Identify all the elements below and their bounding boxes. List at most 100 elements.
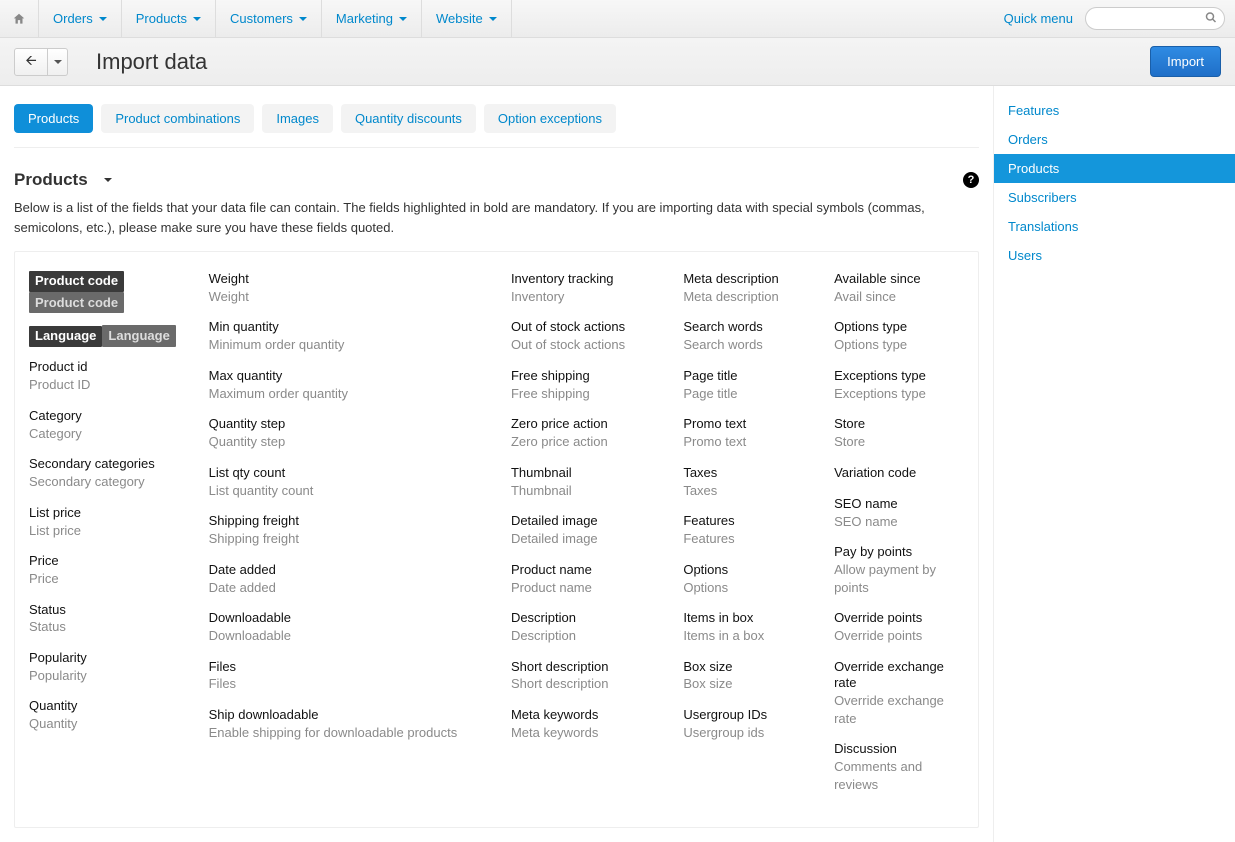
field-subtitle: Price xyxy=(29,570,181,588)
field-item[interactable]: Meta keywordsMeta keywords xyxy=(511,707,655,741)
field-title: Page title xyxy=(683,368,806,385)
field-item[interactable]: Product idProduct ID xyxy=(29,359,181,393)
field-item[interactable]: DescriptionDescription xyxy=(511,610,655,644)
field-title: Exceptions type xyxy=(834,368,964,385)
field-item[interactable]: Box sizeBox size xyxy=(683,659,806,693)
field-item[interactable]: Promo textPromo text xyxy=(683,416,806,450)
field-item[interactable]: Zero price actionZero price action xyxy=(511,416,655,450)
field-title: Meta keywords xyxy=(511,707,655,724)
field-item[interactable]: Quantity stepQuantity step xyxy=(209,416,483,450)
field-item[interactable]: Items in boxItems in a box xyxy=(683,610,806,644)
field-title: Secondary categories xyxy=(29,456,181,473)
field-item[interactable]: Max quantityMaximum order quantity xyxy=(209,368,483,402)
field-item[interactable]: StatusStatus xyxy=(29,602,181,636)
field-item[interactable]: StoreStore xyxy=(834,416,964,450)
field-item[interactable]: FeaturesFeatures xyxy=(683,513,806,547)
section-heading: Products xyxy=(14,170,88,190)
field-item[interactable]: Override exchange rateOverride exchange … xyxy=(834,659,964,728)
field-title: Box size xyxy=(683,659,806,676)
field-item[interactable]: Search wordsSearch words xyxy=(683,319,806,353)
field-item[interactable]: SEO nameSEO name xyxy=(834,496,964,530)
field-item[interactable]: Short descriptionShort description xyxy=(511,659,655,693)
field-item[interactable]: Product codeProduct code xyxy=(29,271,181,313)
field-title: Status xyxy=(29,602,181,619)
fields-col-0: Product codeProduct code LanguageLanguage… xyxy=(15,262,195,807)
field-item[interactable]: Pay by pointsAllow payment by points xyxy=(834,544,964,596)
sidebar-item-subscribers[interactable]: Subscribers xyxy=(994,183,1235,212)
field-item[interactable]: Secondary categoriesSecondary category xyxy=(29,456,181,490)
field-item[interactable]: CategoryCategory xyxy=(29,408,181,442)
topnav-orders[interactable]: Orders xyxy=(39,0,122,37)
field-item[interactable]: Date addedDate added xyxy=(209,562,483,596)
subtab-products[interactable]: Products xyxy=(14,104,93,133)
quick-menu-link[interactable]: Quick menu xyxy=(992,0,1085,37)
field-item[interactable]: OptionsOptions xyxy=(683,562,806,596)
field-item[interactable]: FilesFiles xyxy=(209,659,483,693)
field-item[interactable]: Options typeOptions type xyxy=(834,319,964,353)
subtab-product-combinations[interactable]: Product combinations xyxy=(101,104,254,133)
field-title: Ship downloadable xyxy=(209,707,483,724)
field-item[interactable]: Usergroup IDsUsergroup ids xyxy=(683,707,806,741)
field-item[interactable]: LanguageLanguage xyxy=(29,325,181,347)
import-button[interactable]: Import xyxy=(1150,46,1221,77)
field-title: Pay by points xyxy=(834,544,964,561)
chevron-down-icon[interactable] xyxy=(104,178,112,182)
search-input[interactable] xyxy=(1085,7,1225,30)
field-item[interactable]: WeightWeight xyxy=(209,271,483,305)
field-item[interactable]: Override pointsOverride points xyxy=(834,610,964,644)
field-title: Category xyxy=(29,408,181,425)
home-icon[interactable] xyxy=(0,0,39,37)
field-item[interactable]: Available sinceAvail since xyxy=(834,271,964,305)
field-item[interactable]: List qty countList quantity count xyxy=(209,465,483,499)
field-subtitle: Page title xyxy=(683,385,806,403)
field-item[interactable]: Variation code xyxy=(834,465,964,482)
back-button-dropdown[interactable] xyxy=(48,48,68,76)
back-button[interactable]: 🡨 xyxy=(14,48,48,76)
sidebar-item-translations[interactable]: Translations xyxy=(994,212,1235,241)
field-subtitle: Description xyxy=(511,627,655,645)
field-title: SEO name xyxy=(834,496,964,513)
field-subtitle: Taxes xyxy=(683,482,806,500)
topnav-products[interactable]: Products xyxy=(122,0,216,37)
field-item[interactable]: QuantityQuantity xyxy=(29,698,181,732)
sidebar-item-users[interactable]: Users xyxy=(994,241,1235,270)
field-title: Downloadable xyxy=(209,610,483,627)
field-title: Store xyxy=(834,416,964,433)
field-subtitle: Product name xyxy=(511,579,655,597)
subtab-quantity-discounts[interactable]: Quantity discounts xyxy=(341,104,476,133)
field-subtitle: Date added xyxy=(209,579,483,597)
main-column: Products Product combinations Images Qua… xyxy=(0,86,993,842)
field-subtitle: Meta keywords xyxy=(511,724,655,742)
field-item[interactable]: Page titlePage title xyxy=(683,368,806,402)
field-item[interactable]: Detailed imageDetailed image xyxy=(511,513,655,547)
help-icon[interactable]: ? xyxy=(963,172,979,188)
field-item[interactable]: DownloadableDownloadable xyxy=(209,610,483,644)
field-item[interactable]: Product nameProduct name xyxy=(511,562,655,596)
field-item[interactable]: Out of stock actionsOut of stock actions xyxy=(511,319,655,353)
field-item[interactable]: Shipping freightShipping freight xyxy=(209,513,483,547)
field-item[interactable]: Meta descriptionMeta description xyxy=(683,271,806,305)
field-item[interactable]: Free shippingFree shipping xyxy=(511,368,655,402)
topnav-customers[interactable]: Customers xyxy=(216,0,322,37)
chevron-down-icon xyxy=(399,17,407,21)
chevron-down-icon xyxy=(489,17,497,21)
subtab-images[interactable]: Images xyxy=(262,104,333,133)
sidebar-item-features[interactable]: Features xyxy=(994,96,1235,125)
field-item[interactable]: PricePrice xyxy=(29,553,181,587)
field-title: Description xyxy=(511,610,655,627)
field-item[interactable]: PopularityPopularity xyxy=(29,650,181,684)
field-item[interactable]: ThumbnailThumbnail xyxy=(511,465,655,499)
field-item[interactable]: TaxesTaxes xyxy=(683,465,806,499)
field-item[interactable]: Ship downloadableEnable shipping for dow… xyxy=(209,707,483,741)
field-item[interactable]: DiscussionComments and reviews xyxy=(834,741,964,793)
topnav-website[interactable]: Website xyxy=(422,0,512,37)
field-item[interactable]: Min quantityMinimum order quantity xyxy=(209,319,483,353)
field-title: Short description xyxy=(511,659,655,676)
subtab-option-exceptions[interactable]: Option exceptions xyxy=(484,104,616,133)
field-item[interactable]: Exceptions typeExceptions type xyxy=(834,368,964,402)
sidebar-item-products[interactable]: Products xyxy=(994,154,1235,183)
field-item[interactable]: Inventory trackingInventory xyxy=(511,271,655,305)
field-item[interactable]: List priceList price xyxy=(29,505,181,539)
sidebar-item-orders[interactable]: Orders xyxy=(994,125,1235,154)
topnav-marketing[interactable]: Marketing xyxy=(322,0,422,37)
